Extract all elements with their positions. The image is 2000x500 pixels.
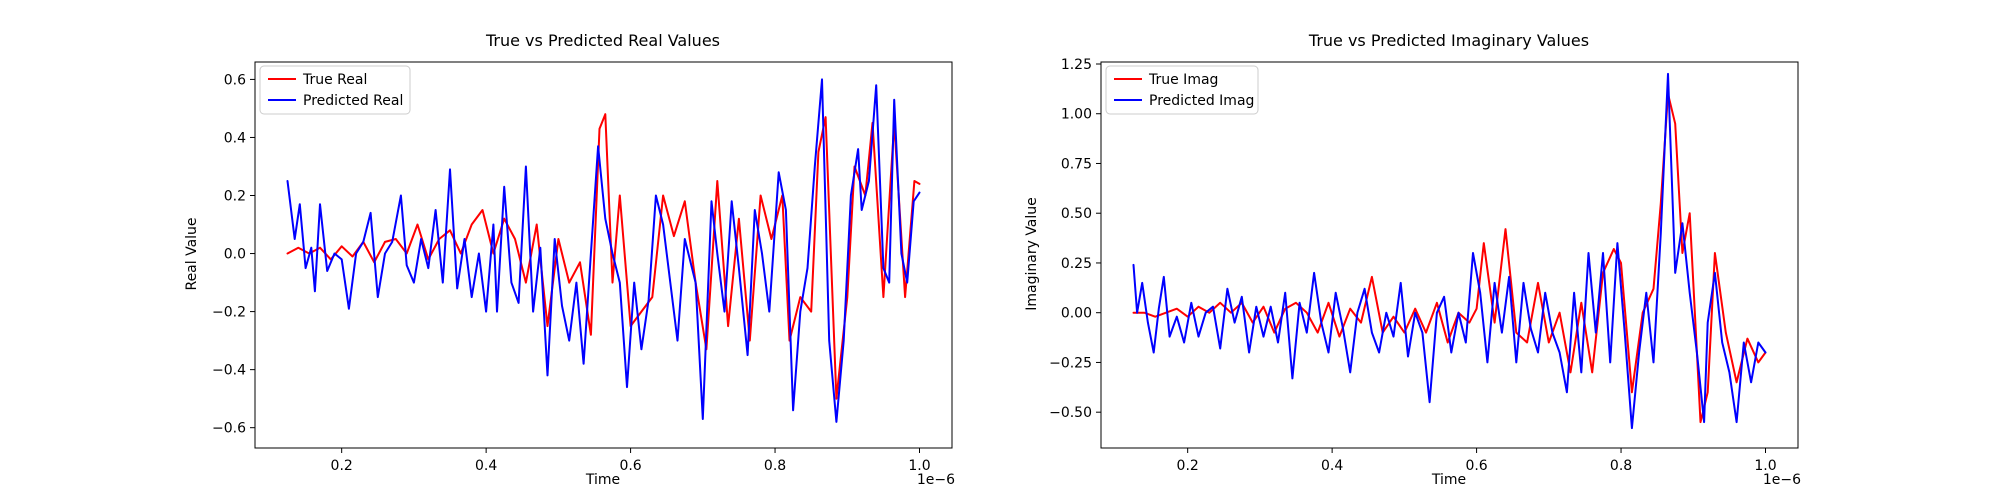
y-tick-label: 0.50 <box>1061 206 1092 222</box>
legend-label-predicted-real: Predicted Real <box>303 93 403 109</box>
chart-title: True vs Predicted Real Values <box>485 31 720 50</box>
y-tick-label: 0.00 <box>1061 306 1092 322</box>
series-line-true-imag <box>1132 92 1767 424</box>
y-tick-label: 0.4 <box>224 130 246 146</box>
x-axis-offset-text: 1e−6 <box>917 472 955 488</box>
legend: True Real Predicted Real <box>259 65 411 115</box>
plot-area: 0.2 0.4 0.6 0.8 1.0 −0.50 −0.25 0.00 0.25 0.50 0.7… <box>1049 57 1799 474</box>
chart-title: True vs Predicted Imaginary Values <box>1308 31 1589 50</box>
y-tick-label: 1.25 <box>1061 57 1092 73</box>
axes-frame <box>1100 61 1799 449</box>
axes-frame <box>254 61 953 449</box>
x-tick-label: 0.6 <box>1465 458 1487 474</box>
y-tick-label: 0.2 <box>224 189 246 205</box>
x-tick-label: 1.0 <box>908 458 930 474</box>
x-axis-label: Time <box>585 472 620 488</box>
x-tick-label: 0.2 <box>331 458 353 474</box>
y-tick-label: −0.50 <box>1049 405 1092 421</box>
y-tick-label: 0.25 <box>1061 256 1092 272</box>
y-tick-label: −0.2 <box>212 305 246 321</box>
series-line-predicted-real <box>286 78 921 423</box>
legend-label-true-imag: True Imag <box>1148 72 1218 88</box>
plot-area: 0.2 0.4 0.6 0.8 1.0 −0.6 −0.4 −0.2 0.0 0.2 0.4 0.6 <box>212 61 953 474</box>
legend-label-true-real: True Real <box>302 72 367 88</box>
legend-box <box>259 65 411 115</box>
x-tick-label: 0.8 <box>1610 458 1632 474</box>
y-tick-label: 1.00 <box>1061 107 1092 123</box>
legend-label-predicted-imag: Predicted Imag <box>1149 93 1254 109</box>
x-tick-label: 1.0 <box>1754 458 1776 474</box>
series-line-predicted-imag <box>1132 72 1767 430</box>
x-tick-label: 0.6 <box>619 458 641 474</box>
x-tick-label: 0.4 <box>1321 458 1343 474</box>
subplot-imaginary: True vs Predicted Imaginary Values 0.2 0.… <box>1024 31 1801 488</box>
legend: True Imag Predicted Imag <box>1105 65 1259 115</box>
x-tick-label: 0.2 <box>1177 458 1199 474</box>
subplot-real: True vs Predicted Real Values 0.2 0.4 0.6 0… <box>184 31 955 488</box>
y-tick-label: 0.6 <box>224 72 246 88</box>
y-axis-label: Imaginary Value <box>1024 197 1040 311</box>
x-axis-offset-text: 1e−6 <box>1763 472 1801 488</box>
y-tick-label: 0.0 <box>224 247 246 263</box>
legend-box <box>1105 65 1259 115</box>
y-tick-label: −0.4 <box>212 363 246 379</box>
y-tick-label: −0.6 <box>212 421 246 437</box>
x-tick-label: 0.8 <box>764 458 786 474</box>
x-tick-label: 0.4 <box>475 458 497 474</box>
y-axis-label: Real Value <box>184 217 200 290</box>
y-tick-label: −0.25 <box>1049 355 1092 371</box>
x-axis-label: Time <box>1431 472 1466 488</box>
y-tick-label: 0.75 <box>1061 156 1092 172</box>
